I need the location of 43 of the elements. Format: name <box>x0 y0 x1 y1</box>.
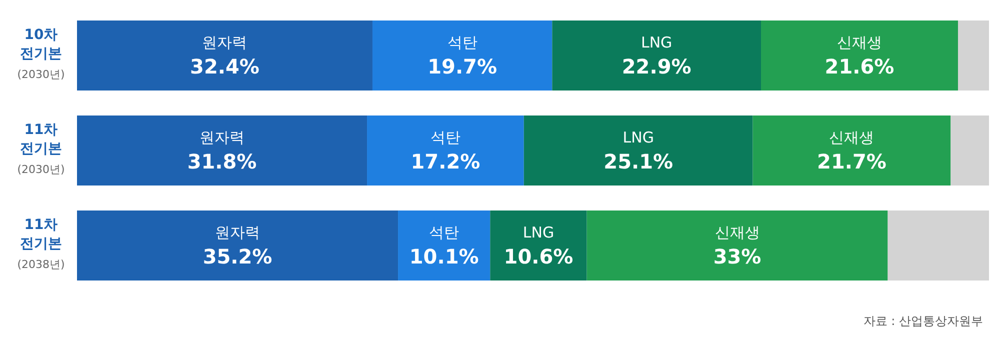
data-label: 22.9% <box>622 54 692 78</box>
series-label: 석탄 <box>447 34 478 52</box>
bar <box>490 210 587 280</box>
data-label: 10.6% <box>504 244 574 268</box>
data-label: 25.1% <box>604 150 674 174</box>
bar <box>372 20 552 90</box>
text: 석탄 <box>430 128 460 146</box>
bar <box>761 20 958 90</box>
text: 자료 : 산업통상자원부 <box>863 314 983 328</box>
bar <box>77 210 398 280</box>
text: 신재생 <box>714 224 760 242</box>
series-label: LNG <box>640 34 672 52</box>
bar <box>398 210 490 280</box>
bar <box>77 20 372 90</box>
data-label: 21.6% <box>824 54 894 78</box>
bar <box>586 210 888 280</box>
data-label: 33% <box>713 244 762 268</box>
bar <box>77 116 368 186</box>
y-tick-label: 10차 전기본 (2030년) <box>17 27 65 81</box>
data-label: 32.4% <box>190 54 260 78</box>
data-label: 10.1% <box>409 244 479 268</box>
data-label: 21.7% <box>817 150 886 174</box>
text: 석탄 <box>429 224 460 242</box>
bar <box>552 20 761 90</box>
text: 원자력 <box>200 128 245 146</box>
bar <box>888 210 989 280</box>
data-label: 19.7% <box>428 54 498 78</box>
text: LNG <box>622 128 654 146</box>
bar <box>524 116 753 186</box>
bar <box>752 116 951 186</box>
text: LNG <box>522 224 554 242</box>
bar <box>958 20 989 90</box>
bar <box>950 116 989 186</box>
bar <box>367 116 524 186</box>
data-label: 35.2% <box>202 244 272 268</box>
y-tick-label: 11차 전기본 (2030년) <box>17 122 65 176</box>
series-label: 신재생 <box>836 34 882 52</box>
data-label: 17.2% <box>410 150 480 174</box>
text: 신재생 <box>829 128 874 146</box>
series-label: 원자력 <box>202 34 248 52</box>
y-tick-label: 11차 전기본 (2038년) <box>17 217 65 271</box>
data-label: 31.8% <box>187 150 257 174</box>
text: 원자력 <box>215 224 260 242</box>
